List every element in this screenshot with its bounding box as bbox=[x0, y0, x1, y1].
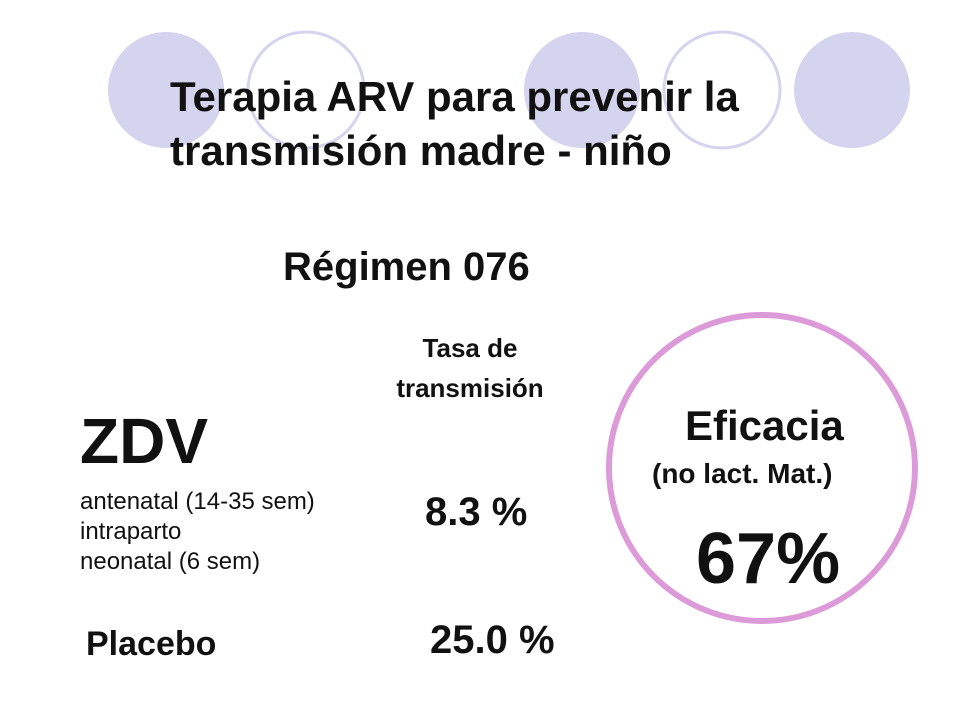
title-line: transmisión madre - niño bbox=[170, 127, 672, 174]
efficacy-label: Eficacia bbox=[685, 402, 844, 449]
subtitle: Régimen 076 bbox=[283, 245, 530, 289]
circle bbox=[108, 32, 224, 148]
column-header: Tasa de transmisión bbox=[360, 328, 580, 408]
title-line: Terapia ARV para prevenir la bbox=[170, 73, 739, 120]
circle bbox=[662, 30, 782, 150]
zdv-label: ZDV bbox=[80, 405, 208, 477]
efficacy-ring bbox=[606, 312, 918, 624]
efficacy-note: (no lact. Mat.) bbox=[652, 458, 833, 489]
efficacy-value: 67% bbox=[696, 519, 841, 599]
detail: intraparto bbox=[80, 518, 182, 545]
placebo-rate: 25.0 % bbox=[430, 618, 555, 662]
title: Terapia ARV para prevenir la transmisión… bbox=[170, 70, 739, 178]
detail: neonatal (6 sem) bbox=[80, 548, 261, 575]
circle bbox=[524, 32, 640, 148]
circle bbox=[794, 32, 910, 148]
zdv-rate: 8.3 % bbox=[425, 490, 528, 534]
header-line: Tasa de bbox=[422, 333, 518, 363]
placebo-label: Placebo bbox=[86, 625, 217, 663]
circle bbox=[246, 30, 366, 150]
zdv-details: antenatal (14-35 sem) intraparto neonata… bbox=[80, 487, 315, 577]
header-line: transmisión bbox=[396, 373, 544, 403]
detail: antenatal (14-35 sem) bbox=[80, 488, 315, 515]
